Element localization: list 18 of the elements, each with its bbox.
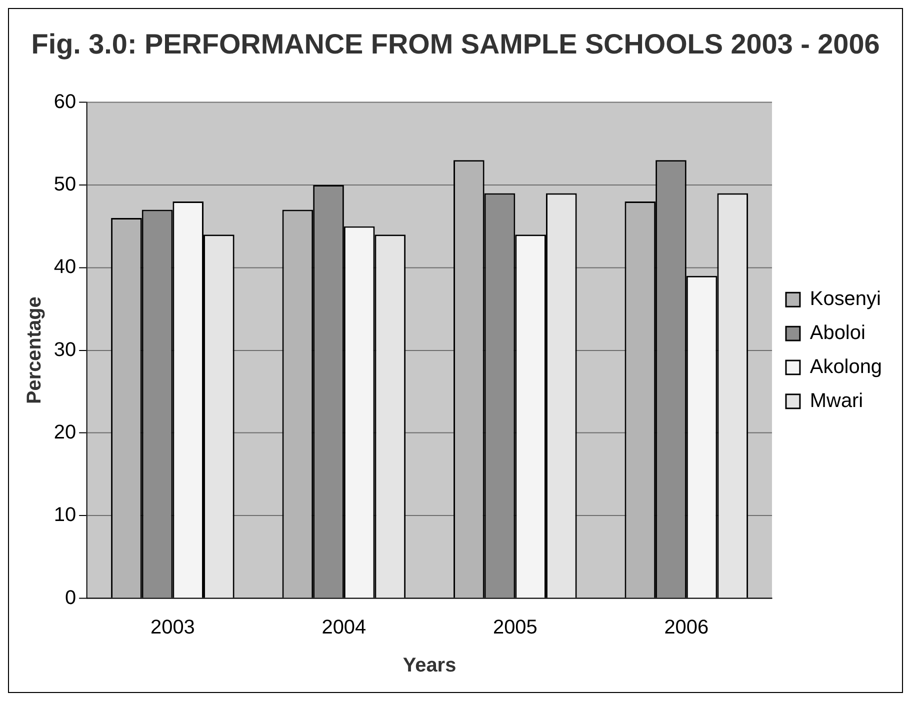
chart-title: Fig. 3.0: PERFORMANCE FROM SAMPLE SCHOOLS 2003 - 2006 (31, 28, 880, 60)
x-tick-label: 2005 (492, 616, 538, 639)
legend-label: Kosenyi (810, 288, 881, 310)
y-tick-label: 10 (54, 504, 76, 526)
legend-label: Akolong (810, 356, 882, 378)
y-tick-label: 0 (65, 586, 76, 609)
y-tick-label: 50 (54, 173, 76, 196)
x-tick-label: 2004 (322, 616, 366, 639)
y-tick-label: 20 (54, 421, 76, 444)
x-tick-label: 2003 (150, 616, 195, 639)
x-axis-title: Years (402, 654, 456, 677)
y-tick-label: 60 (54, 90, 76, 113)
legend-label: Aboloi (810, 322, 866, 344)
y-axis-title: Percentage (23, 296, 46, 404)
y-tick-label: 40 (54, 256, 76, 278)
y-tick-label: 30 (54, 338, 76, 361)
x-tick-label: 2006 (664, 616, 709, 639)
legend-label: Mwari (810, 390, 864, 412)
